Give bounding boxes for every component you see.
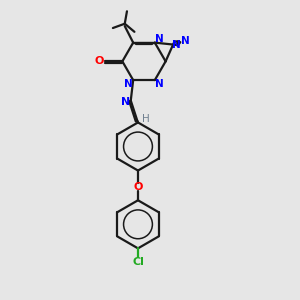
Text: O: O [133, 182, 143, 192]
Text: H: H [142, 114, 150, 124]
Text: N: N [172, 40, 181, 50]
Text: N: N [154, 34, 164, 44]
Text: O: O [95, 56, 104, 66]
Text: N: N [124, 79, 133, 89]
Text: N: N [154, 79, 164, 89]
Text: N: N [181, 36, 190, 46]
Text: N: N [121, 97, 130, 107]
Text: Cl: Cl [132, 257, 144, 267]
